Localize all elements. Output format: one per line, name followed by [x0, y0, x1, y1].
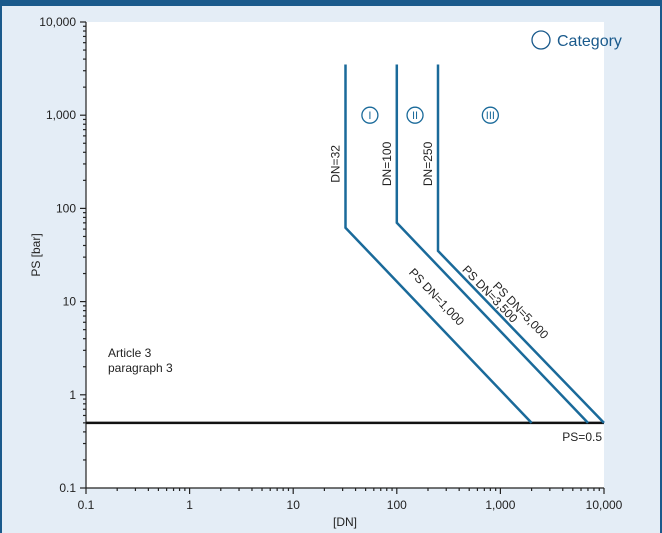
y-tick-label: 1,000 — [46, 108, 76, 122]
y-tick-label: 100 — [56, 201, 76, 215]
x-axis-title: [DN] — [333, 515, 357, 529]
y-tick-label: 0.1 — [59, 481, 76, 495]
x-tick-label: 100 — [387, 498, 407, 512]
legend: Category — [531, 30, 622, 50]
annotation-line-2: paragraph 3 — [108, 361, 173, 375]
x-tick-label: 10 — [287, 498, 301, 512]
category-marker-label: III — [486, 110, 495, 122]
x-axis-ticks: 0.1 1 10 100 1,000 10,000 — [78, 488, 623, 512]
annotation-line-1: Article 3 — [108, 346, 152, 360]
y-axis-ticks: 0.1 1 10 100 1,000 10,000 — [39, 15, 86, 495]
x-tick-label: 1,000 — [485, 498, 515, 512]
legend-label: Category — [557, 33, 622, 50]
series-line-1 — [344, 64, 533, 424]
category-marker-circle — [481, 106, 500, 124]
vertical-dn-label: DN=32 — [329, 145, 343, 183]
vertical-dn-label: DN=250 — [421, 141, 435, 186]
category-marker-label: I — [368, 110, 371, 122]
vertical-dn-label: DN=100 — [380, 141, 394, 186]
baseline-label: PS=0.5 — [562, 430, 602, 444]
y-tick-label: 10,000 — [39, 15, 76, 29]
category-marker-label: II — [412, 110, 418, 122]
x-tick-label: 1 — [186, 498, 193, 512]
category-marker-circle — [406, 106, 424, 124]
x-tick-label: 0.1 — [78, 498, 95, 512]
x-tick-label: 10,000 — [586, 498, 623, 512]
y-tick-label: 1 — [69, 388, 76, 402]
category-marker-circle — [361, 106, 379, 124]
series-line-3 — [436, 64, 605, 424]
series-line-2 — [395, 64, 589, 424]
article-annotation: Article 3 paragraph 3 — [108, 346, 173, 375]
y-tick-label: 10 — [63, 295, 77, 309]
legend-circle-icon — [531, 30, 551, 50]
y-axis-title: PS [bar] — [29, 233, 43, 276]
